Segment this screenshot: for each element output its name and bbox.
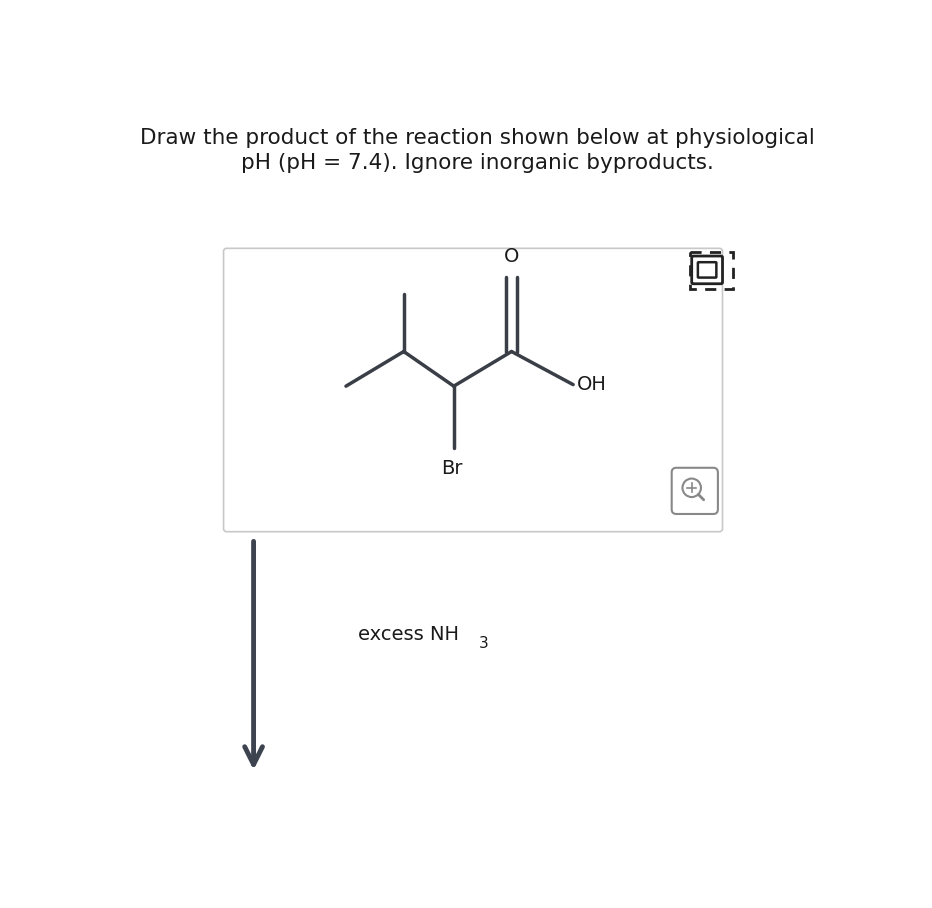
FancyBboxPatch shape (698, 262, 717, 278)
Text: excess NH: excess NH (358, 625, 459, 644)
Text: pH (pH = 7.4). Ignore inorganic byproducts.: pH (pH = 7.4). Ignore inorganic byproduc… (241, 153, 714, 173)
Text: 3: 3 (478, 636, 488, 651)
FancyBboxPatch shape (672, 468, 718, 514)
Bar (691, 252, 733, 289)
FancyBboxPatch shape (224, 248, 722, 532)
Text: OH: OH (577, 375, 607, 394)
Text: Draw the product of the reaction shown below at physiological: Draw the product of the reaction shown b… (141, 128, 815, 148)
FancyBboxPatch shape (692, 256, 722, 283)
Text: O: O (504, 247, 519, 266)
Text: Br: Br (442, 459, 463, 478)
